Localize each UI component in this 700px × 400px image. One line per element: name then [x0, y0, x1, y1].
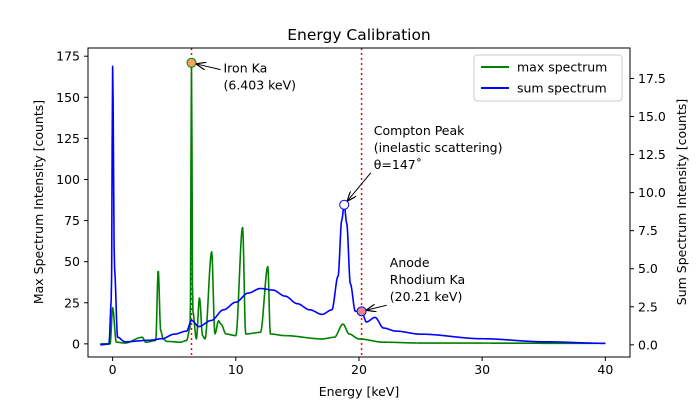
annotation-2-line-2: (20.21 keV): [390, 289, 463, 304]
x-axis-label: Energy [keV]: [319, 384, 400, 399]
x-tick-label: 0: [109, 362, 117, 377]
legend: max spectrum sum spectrum: [473, 54, 623, 102]
x-tick-label: 30: [474, 362, 490, 377]
y2-tick-label: 17.5: [638, 71, 666, 86]
annotation-1: Compton Peak (inelastic scattering) θ=147˚: [348, 123, 503, 201]
annotation-arrow-1: [348, 172, 372, 201]
y-tick-label: 150: [56, 90, 80, 105]
legend-label-sum: sum spectrum: [517, 81, 607, 96]
plot-area: Iron Ka (6.403 keV) Compton Peak (inelastic…: [100, 48, 606, 357]
y-tick-label: 25: [64, 295, 80, 310]
x-tick-label: 20: [351, 362, 367, 377]
annotation-1-line-2: θ=147˚: [374, 157, 422, 172]
annotation-1-line-1: (inelastic scattering): [374, 140, 503, 155]
axes: 0 10 20 30 40 0 25 50 75 100 125 150 175 0.0 2.5 5.0 7.5…: [56, 47, 666, 377]
plot-clip-group: [100, 48, 606, 357]
y-tick-label: 125: [56, 131, 80, 146]
annotation-arrow-2: [367, 305, 387, 310]
series-line-sum: [100, 65, 606, 346]
peak-marker-2: [356, 306, 367, 317]
y2-tick-label: 15.0: [638, 109, 666, 124]
legend-label-max: max spectrum: [517, 60, 607, 75]
x-tick-label: 10: [228, 362, 244, 377]
y-tick-label: 0: [72, 336, 80, 351]
y-tick-label: 75: [64, 213, 80, 228]
annotation-2-line-1: Rhodium Ka: [390, 272, 465, 287]
legend-box: [473, 54, 623, 102]
x-tick-label: 40: [597, 362, 613, 377]
annotation-2: Anode Rhodium Ka (20.21 keV): [367, 255, 465, 310]
y-tick-label: 50: [64, 254, 80, 269]
y2-tick-label: 0.0: [638, 337, 658, 352]
peak-marker-1: [339, 199, 350, 210]
y2-tick-label: 2.5: [638, 299, 658, 314]
y2-axis-label: Sum Spectrum Intensity [counts]: [674, 99, 689, 305]
annotation-0-line-1: (6.403 keV): [224, 78, 297, 93]
annotation-arrow-0: [197, 64, 221, 71]
series-line-max: [100, 62, 606, 345]
y2-tick-label: 10.0: [638, 185, 666, 200]
y-tick-label: 100: [56, 172, 80, 187]
annotation-0-line-0: Iron Ka: [224, 61, 268, 76]
annotation-2-line-0: Anode: [390, 255, 430, 270]
peak-marker-0: [186, 57, 197, 68]
y-axis-label: Max Spectrum Intensity [counts]: [31, 100, 46, 304]
y2-tick-label: 12.5: [638, 147, 666, 162]
chart-title: Energy Calibration: [287, 26, 431, 44]
y2-tick-label: 5.0: [638, 261, 658, 276]
annotation-0: Iron Ka (6.403 keV): [197, 61, 296, 93]
y-tick-label: 175: [56, 49, 80, 64]
y2-tick-label: 7.5: [638, 223, 658, 238]
annotation-1-line-0: Compton Peak: [374, 123, 465, 138]
